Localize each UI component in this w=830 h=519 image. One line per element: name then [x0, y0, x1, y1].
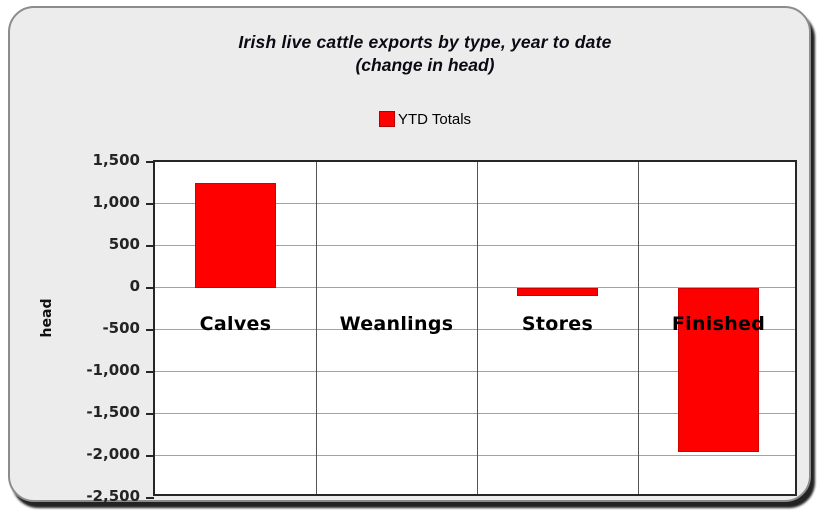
- y-tick-mark: [146, 413, 154, 415]
- y-tick-label: 500: [108, 235, 140, 253]
- category-label-calves: Calves: [199, 313, 272, 335]
- horizontal-gridline: [155, 329, 795, 330]
- legend-swatch-icon: [378, 111, 395, 127]
- bar-calves: [195, 183, 276, 288]
- y-tick-mark: [146, 287, 154, 289]
- horizontal-gridline: [155, 371, 795, 372]
- vertical-gridline: [637, 162, 639, 494]
- y-tick-mark: [146, 161, 154, 163]
- y-tick-mark: [146, 329, 154, 331]
- vertical-gridline: [315, 162, 317, 494]
- horizontal-gridline: [155, 203, 795, 204]
- chart-card: Irish live cattle exports by type, year …: [8, 6, 811, 504]
- y-tick-mark: [146, 497, 154, 499]
- y-tick-label: -1,500: [86, 403, 140, 421]
- chart-subtitle: (change in head): [355, 55, 495, 75]
- horizontal-gridline: [155, 287, 795, 288]
- y-tick-mark: [146, 203, 154, 205]
- y-tick-label: 0: [129, 277, 140, 295]
- legend-label: YTD Totals: [397, 110, 472, 128]
- y-tick-label: -2,500: [86, 487, 140, 505]
- y-axis-tick-labels: 1,500 1,000 500 0 -500 -1,000 -1,500 -2,000 -2,5…: [68, 153, 140, 504]
- bar-stores: [517, 288, 598, 297]
- horizontal-gridline: [155, 245, 795, 246]
- chart-title: Irish live cattle exports by type, year …: [238, 32, 612, 52]
- bar-finished: [678, 288, 759, 452]
- category-label-finished: Finished: [671, 313, 766, 335]
- y-tick-label: 1,000: [92, 193, 140, 211]
- plot-area: Calves Weanlings Stores Finished: [146, 160, 797, 499]
- legend: YTD Totals: [10, 110, 830, 128]
- y-axis-title: head: [39, 298, 55, 338]
- y-tick-label: 1,500: [92, 151, 140, 169]
- y-tick-label: -500: [102, 319, 140, 337]
- category-label-stores: Stores: [521, 313, 594, 335]
- y-tick-label: -2,000: [86, 445, 140, 463]
- horizontal-gridline: [155, 413, 795, 414]
- y-tick-mark: [146, 455, 154, 457]
- horizontal-gridline: [155, 455, 795, 456]
- vertical-gridline: [476, 162, 478, 494]
- y-tick-mark: [146, 371, 154, 373]
- y-tick-mark: [146, 245, 154, 247]
- category-label-weanlings: Weanlings: [339, 313, 454, 335]
- y-tick-label: -1,000: [86, 361, 140, 379]
